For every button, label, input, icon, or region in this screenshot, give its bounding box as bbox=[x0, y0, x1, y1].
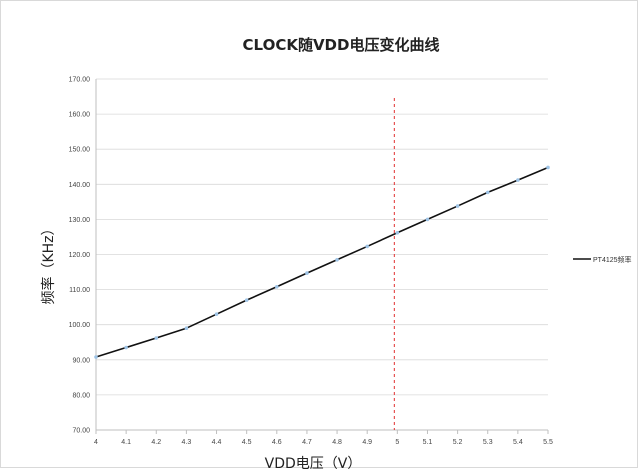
x-tick-label: 4 bbox=[94, 439, 98, 446]
y-tick-label: 130.00 bbox=[69, 217, 91, 224]
x-tick-label: 5.3 bbox=[483, 439, 493, 446]
data-point bbox=[275, 284, 279, 289]
x-tick-label: 4.3 bbox=[182, 439, 192, 446]
x-tick-label: 5.1 bbox=[423, 439, 433, 446]
legend-label: PT4125频率 bbox=[593, 255, 632, 264]
x-tick-label: 4.6 bbox=[272, 439, 282, 446]
legend: PT4125频率 bbox=[573, 255, 632, 264]
data-point bbox=[425, 217, 430, 222]
data-point bbox=[516, 178, 520, 182]
y-tick-label: 70.00 bbox=[72, 428, 90, 435]
x-tick-label: 5.5 bbox=[543, 439, 553, 446]
y-axis-title: 频率（KHz） bbox=[40, 221, 57, 304]
data-point bbox=[94, 355, 98, 359]
x-tick-label: 5.4 bbox=[513, 439, 523, 446]
data-point bbox=[365, 244, 370, 249]
y-tick-label: 110.00 bbox=[69, 287, 90, 294]
x-tick-label: 4.7 bbox=[302, 439, 312, 446]
x-tick-label: 4.2 bbox=[151, 439, 161, 446]
x-tick-label: 4.4 bbox=[212, 439, 222, 446]
x-tick-label: 5.2 bbox=[453, 439, 463, 446]
data-point bbox=[335, 257, 339, 262]
axes bbox=[95, 79, 549, 434]
y-tick-label: 80.00 bbox=[72, 392, 90, 399]
x-tick-label: 4.9 bbox=[362, 439, 372, 446]
x-tick-label: 5 bbox=[395, 439, 399, 446]
data-point bbox=[244, 298, 249, 302]
data-point bbox=[184, 326, 189, 331]
x-axis-title: VDD电压（V） bbox=[265, 456, 362, 471]
data-point bbox=[305, 271, 309, 275]
x-tick-label: 4.8 bbox=[332, 439, 342, 446]
data-point bbox=[154, 336, 159, 340]
y-tick-label: 140.00 bbox=[69, 182, 91, 189]
gridlines bbox=[96, 78, 548, 396]
y-tick-label: 170.00 bbox=[69, 77, 91, 84]
data-point bbox=[395, 230, 400, 235]
y-tick-label: 160.00 bbox=[69, 112, 91, 119]
series-line bbox=[95, 166, 549, 358]
x-tick-label: 4.5 bbox=[242, 439, 252, 446]
y-tick-label: 150.00 bbox=[69, 147, 91, 154]
chart-title: CLOCK随VDD电压变化曲线 bbox=[243, 36, 440, 54]
y-tick-labels: 70.00 80.00 90.00 100.00 110.00 120.00 130.00 1… bbox=[69, 77, 91, 435]
data-point bbox=[455, 204, 460, 208]
series-group bbox=[94, 165, 550, 359]
data-point bbox=[214, 312, 219, 316]
data-point bbox=[546, 165, 550, 170]
data-point bbox=[124, 345, 128, 350]
x-tick-label: 4.1 bbox=[121, 439, 131, 446]
data-point bbox=[485, 190, 490, 195]
x-tick-labels: 4 4.1 4.2 4.3 4.4 4.5 4.6 4.7 4.8 4.9 5 5.1 5.2 5.3 5.… bbox=[94, 439, 553, 446]
y-tick-label: 100.00 bbox=[69, 322, 91, 329]
y-tick-label: 120.00 bbox=[69, 252, 91, 259]
y-tick-label: 90.00 bbox=[72, 357, 90, 364]
